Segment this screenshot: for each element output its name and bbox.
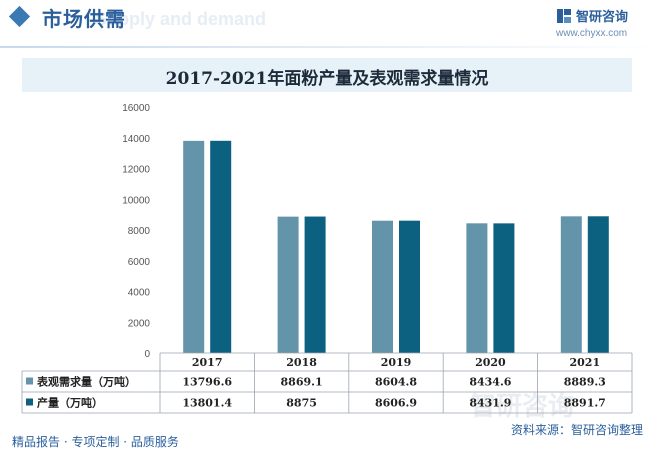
- section-title: 市场供需: [42, 7, 126, 31]
- bar-demand-2019: [372, 220, 393, 353]
- brand-url: www.chyxx.com: [556, 28, 628, 39]
- chart-title-band: 2017-2021年面粉产量及表观需求量情况: [22, 58, 632, 92]
- y-tick-label-8: 16000: [122, 103, 150, 114]
- y-tick-label-5: 10000: [122, 195, 150, 206]
- x-tick-label-2020: 2020: [475, 356, 506, 369]
- bar-production-2019: [399, 220, 420, 353]
- brand-name: 智研咨询: [576, 10, 629, 25]
- data-label-production-2021: 8891.7: [564, 397, 606, 410]
- y-tick-label-4: 8000: [128, 226, 151, 237]
- header: Supply and demand 市场供需 智研咨询 www.chyxx.co…: [0, 0, 663, 50]
- data-table: 2017 2018 2019 2020 2021 表观需求量（万吨） 13796.6 8869…: [21, 352, 633, 414]
- bar-production-2017: [210, 140, 232, 353]
- section-subtitle: Supply and demand: [95, 9, 267, 29]
- x-tick-label-2019: 2019: [381, 356, 412, 369]
- brand-logo-icon: [557, 8, 571, 23]
- y-tick-label-3: 6000: [128, 257, 151, 268]
- bar-demand-2021: [560, 216, 582, 353]
- x-tick-label-2017: 2017: [192, 356, 223, 369]
- data-label-demand-2017: 13796.6: [182, 376, 232, 389]
- bar-demand-2018: [277, 216, 299, 353]
- bar-production-2021: [587, 216, 609, 353]
- chart-title: 2017-2021年面粉产量及表观需求量情况: [165, 69, 489, 89]
- data-label-demand-2019: 8604.8: [375, 376, 417, 389]
- y-tick-label-2: 4000: [128, 288, 151, 299]
- x-tick-label-2018: 2018: [286, 356, 317, 369]
- y-tick-label-0: 0: [144, 349, 150, 360]
- data-label-demand-2020: 8434.6: [469, 376, 511, 389]
- data-label-production-2018: 8875: [286, 397, 317, 410]
- bars: [183, 140, 609, 353]
- data-label-demand-2018: 8869.1: [281, 376, 323, 389]
- y-tick-label-7: 14000: [122, 134, 150, 145]
- legend-swatch-demand: [26, 377, 33, 385]
- data-label-production-2020: 8431.9: [469, 397, 511, 410]
- source-note: 资料来源：智研咨询整理: [511, 423, 644, 437]
- bar-production-2018: [304, 216, 326, 353]
- y-tick-label-6: 12000: [122, 165, 150, 176]
- footer-tagline: 精品报告 · 专项定制 · 品质服务: [12, 435, 179, 449]
- x-tick-label-2021: 2021: [569, 356, 600, 369]
- bar-production-2020: [493, 223, 515, 353]
- legend-swatch-production: [26, 398, 33, 406]
- legend-label-demand: 表观需求量（万吨）: [36, 375, 136, 389]
- bar-demand-2020: [466, 223, 488, 353]
- data-label-demand-2021: 8889.3: [564, 376, 606, 389]
- brand: 智研咨询: [556, 6, 628, 25]
- legend-label-production: 产量（万吨）: [37, 396, 103, 410]
- y-tick-label-1: 2000: [128, 318, 151, 329]
- bar-demand-2017: [183, 140, 205, 353]
- y-axis: 0 2000 4000 6000 8000 10000 12000 14000 16000: [122, 103, 150, 360]
- data-label-production-2019: 8606.9: [375, 397, 417, 410]
- data-label-production-2017: 13801.4: [182, 397, 232, 410]
- header-divider: [0, 46, 663, 48]
